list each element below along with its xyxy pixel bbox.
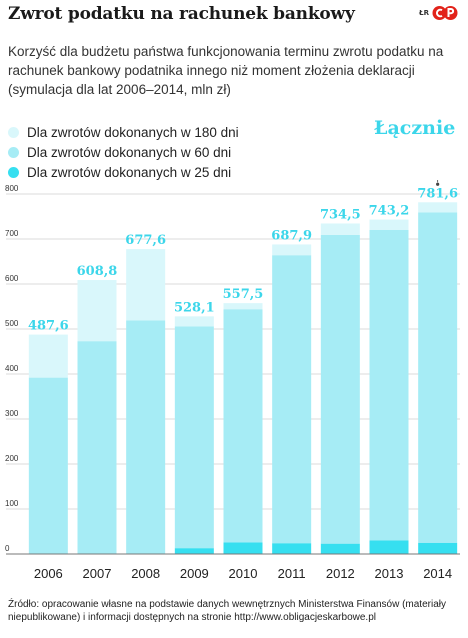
cp-logo-icon (432, 6, 458, 20)
total-value-label: 734,5 (320, 207, 361, 222)
x-tick-label: 2013 (375, 566, 404, 581)
bar-segment (320, 234, 360, 544)
y-tick-label: 500 (5, 319, 19, 328)
bar-segment (272, 244, 312, 256)
bar-segment (272, 255, 312, 544)
total-value-label: 687,9 (271, 228, 312, 243)
bar-segment (28, 377, 68, 554)
total-value-label: 528,1 (174, 300, 215, 315)
bar-segment (28, 334, 68, 378)
y-tick-label: 200 (5, 454, 19, 463)
bar-segment (272, 543, 312, 554)
bar-segment (369, 219, 409, 230)
legend-label-60-days: Dla zwrotów dokonanych w 60 dni (27, 144, 232, 160)
y-tick-label: 300 (5, 409, 19, 418)
bar-segment (320, 223, 360, 235)
total-value-label: 487,6 (28, 319, 69, 334)
total-callout-dot (436, 182, 440, 186)
bar-segment (223, 309, 263, 543)
y-tick-label: 800 (5, 184, 19, 193)
legend-label-180-days: Dla zwrotów dokonanych w 180 dni (27, 124, 239, 140)
x-tick-label: 2010 (229, 566, 258, 581)
legend-swatch-25-days (8, 166, 19, 178)
x-tick-label: 2009 (180, 566, 209, 581)
bar-segment (320, 543, 360, 554)
total-value-label: 677,6 (125, 233, 166, 248)
bar-segment (174, 316, 214, 327)
total-callout-label: Łącznie (374, 117, 456, 139)
total-value-label: 608,8 (77, 264, 118, 279)
x-tick-label: 2006 (34, 566, 63, 581)
bar-segment (418, 212, 458, 543)
x-tick-label: 2011 (278, 566, 306, 581)
bar-segment (174, 326, 214, 549)
bar-segment (223, 303, 263, 310)
x-tick-label: 2008 (131, 566, 160, 581)
legend-item-60-days: Dla zwrotów dokonanych w 60 dni (8, 142, 239, 162)
chart-subtitle: Korzyść dla budżetu państwa funkcjonowan… (8, 44, 444, 97)
chart-legend: Dla zwrotów dokonanych w 180 dni Dla zwr… (8, 122, 239, 182)
bar-segment (223, 542, 263, 554)
total-value-label: 743,2 (369, 204, 410, 219)
stacked-bar-chart: 0 100 200 300 400 500 600 700 800 487,6 2006 608,8 2… (5, 180, 460, 581)
x-tick-label: 2007 (83, 566, 112, 581)
total-value-label: 781,6 (417, 186, 458, 201)
legend-swatch-180-days (8, 126, 19, 138)
legend-item-180-days: Dla zwrotów dokonanych w 180 dni (8, 122, 239, 142)
y-tick-label: 100 (5, 499, 19, 508)
chart-title: Zwrot podatku na rachunek bankowy (8, 4, 355, 24)
bar-segment (418, 202, 458, 213)
bar-segment (126, 320, 166, 554)
y-tick-label: 0 (5, 544, 10, 553)
bar-segment (77, 341, 117, 554)
total-value-label: 557,5 (223, 287, 264, 302)
source-note: Źródło: opracowanie własne na podstawie … (8, 599, 446, 623)
bar-segment (369, 540, 409, 554)
legend-swatch-60-days (8, 146, 19, 158)
bar-segment (174, 548, 214, 554)
bar-segment (77, 280, 117, 342)
logo-text: ŁR (419, 9, 429, 17)
y-tick-label: 700 (5, 229, 19, 238)
y-tick-label: 400 (5, 364, 19, 373)
x-tick-label: 2012 (326, 566, 355, 581)
bar-segment (418, 542, 458, 554)
bar-segment (369, 230, 409, 541)
legend-label-25-days: Dla zwrotów dokonanych w 25 dni (27, 164, 232, 180)
x-tick-label: 2014 (423, 566, 452, 581)
legend-item-25-days: Dla zwrotów dokonanych w 25 dni (8, 162, 239, 182)
bar-segment (126, 249, 166, 321)
y-tick-label: 600 (5, 274, 19, 283)
publisher-logo: ŁR (419, 5, 458, 21)
